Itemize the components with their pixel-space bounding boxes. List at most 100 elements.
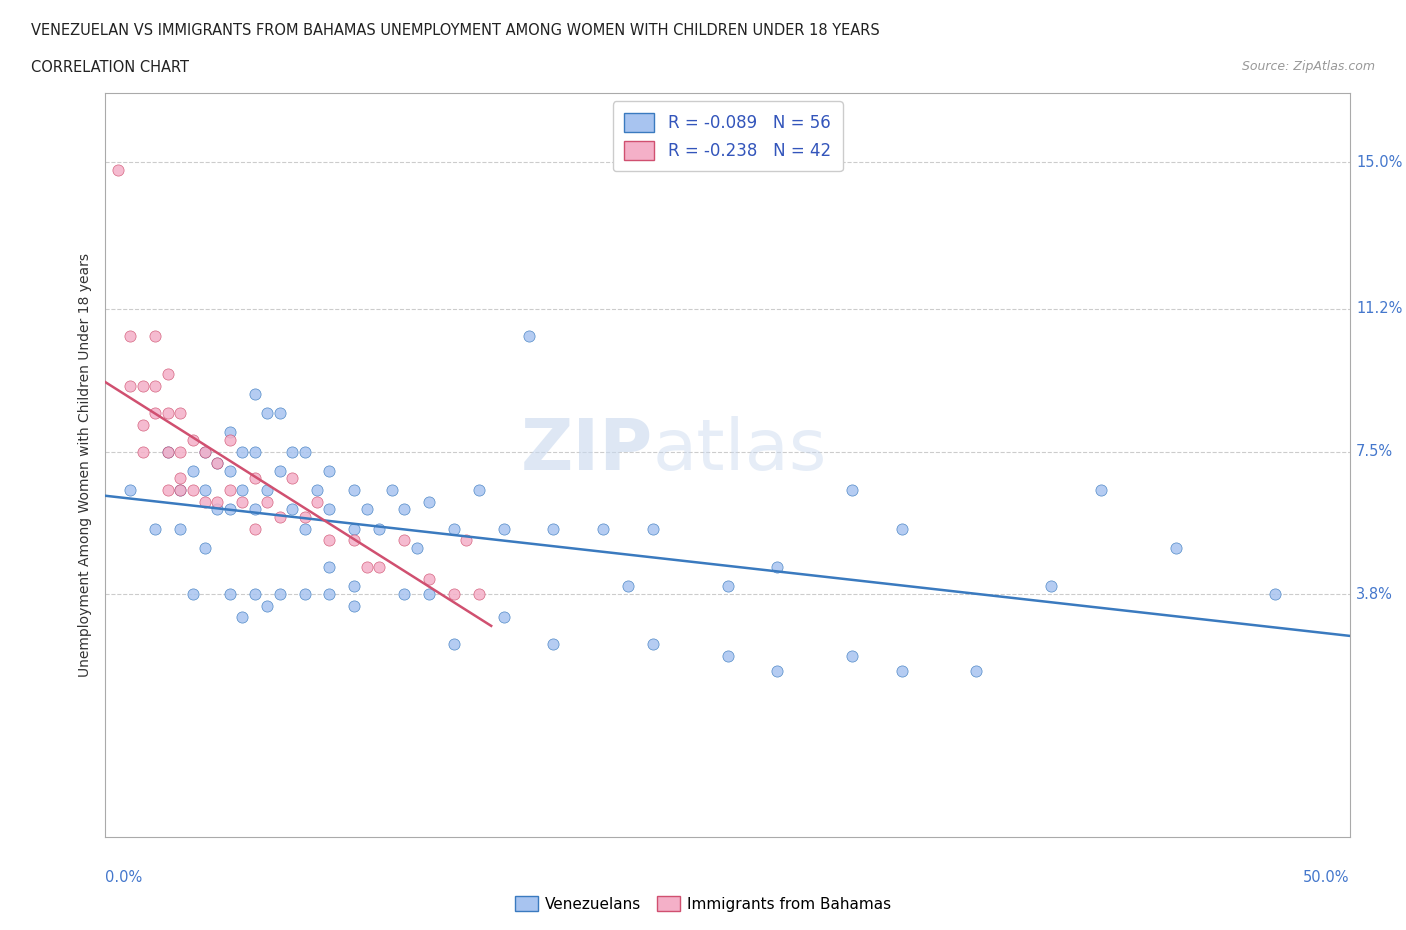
Point: [269, 463, 291, 478]
Text: 3.8%: 3.8%: [1355, 587, 1393, 602]
Point: [368, 560, 391, 575]
Point: [120, 483, 142, 498]
Point: [256, 405, 278, 420]
Point: [269, 405, 291, 420]
Point: [194, 540, 217, 555]
Text: 50.0%: 50.0%: [1303, 870, 1350, 884]
Point: [467, 483, 489, 498]
Text: Source: ZipAtlas.com: Source: ZipAtlas.com: [1241, 60, 1375, 73]
Point: [356, 502, 378, 517]
Text: atlas: atlas: [652, 416, 827, 485]
Point: [181, 463, 204, 478]
Point: [256, 483, 278, 498]
Point: [294, 587, 316, 602]
Point: [405, 540, 427, 555]
Point: [107, 163, 129, 178]
Text: 15.0%: 15.0%: [1355, 155, 1402, 170]
Point: [231, 494, 253, 509]
Point: [231, 610, 253, 625]
Point: [443, 637, 465, 652]
Point: [318, 463, 340, 478]
Point: [641, 637, 664, 652]
Point: [418, 571, 440, 586]
Point: [368, 521, 391, 536]
Point: [120, 328, 142, 343]
Point: [305, 483, 328, 498]
Point: [231, 444, 253, 458]
Point: [965, 664, 987, 679]
Point: [169, 483, 191, 498]
Point: [143, 521, 166, 536]
Point: [256, 494, 278, 509]
Point: [1264, 587, 1286, 602]
Point: [143, 405, 166, 420]
Point: [169, 472, 191, 486]
Point: [294, 444, 316, 458]
Point: [343, 598, 366, 613]
Point: [294, 521, 316, 536]
Point: [219, 587, 242, 602]
Point: [156, 367, 179, 382]
Point: [1040, 579, 1063, 594]
Point: [343, 533, 366, 548]
Point: [243, 444, 266, 458]
Point: [219, 502, 242, 517]
Text: VENEZUELAN VS IMMIGRANTS FROM BAHAMAS UNEMPLOYMENT AMONG WOMEN WITH CHILDREN UND: VENEZUELAN VS IMMIGRANTS FROM BAHAMAS UN…: [31, 23, 880, 38]
Point: [169, 483, 191, 498]
Y-axis label: Unemployment Among Women with Children Under 18 years: Unemployment Among Women with Children U…: [79, 253, 93, 677]
Point: [543, 637, 565, 652]
Point: [392, 587, 415, 602]
Point: [318, 560, 340, 575]
Point: [132, 379, 155, 393]
Point: [841, 483, 863, 498]
Point: [156, 444, 179, 458]
Point: [318, 502, 340, 517]
Point: [1090, 483, 1112, 498]
Point: [467, 587, 489, 602]
Point: [120, 379, 142, 393]
Point: [418, 494, 440, 509]
Point: [392, 502, 415, 517]
Point: [717, 648, 740, 663]
Point: [269, 587, 291, 602]
Text: 7.5%: 7.5%: [1355, 444, 1393, 459]
Point: [143, 379, 166, 393]
Point: [492, 521, 515, 536]
Point: [294, 510, 316, 525]
Point: [207, 502, 229, 517]
Point: [243, 587, 266, 602]
Point: [281, 444, 304, 458]
Point: [381, 483, 404, 498]
Point: [592, 521, 614, 536]
Point: [219, 425, 242, 440]
Point: [269, 510, 291, 525]
Text: ZIP: ZIP: [520, 416, 652, 485]
Point: [132, 444, 155, 458]
Point: [243, 502, 266, 517]
Point: [207, 456, 229, 471]
Point: [890, 664, 912, 679]
Point: [243, 386, 266, 401]
Point: [717, 579, 740, 594]
Point: [281, 502, 304, 517]
Point: [194, 494, 217, 509]
Point: [517, 328, 540, 343]
Point: [356, 560, 378, 575]
Point: [343, 483, 366, 498]
Point: [392, 533, 415, 548]
Point: [343, 521, 366, 536]
Point: [418, 587, 440, 602]
Text: 11.2%: 11.2%: [1355, 301, 1402, 316]
Point: [181, 587, 204, 602]
Point: [243, 472, 266, 486]
Point: [281, 472, 304, 486]
Point: [617, 579, 640, 594]
Point: [156, 444, 179, 458]
Point: [219, 432, 242, 447]
Point: [143, 328, 166, 343]
Point: [1164, 540, 1187, 555]
Point: [207, 494, 229, 509]
Point: [194, 483, 217, 498]
Point: [156, 405, 179, 420]
Point: [456, 533, 478, 548]
